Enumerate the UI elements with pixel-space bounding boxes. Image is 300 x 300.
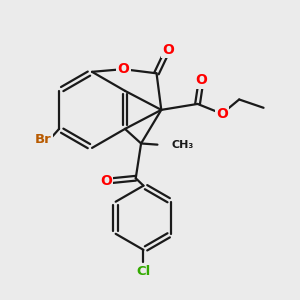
- Text: Cl: Cl: [136, 266, 151, 278]
- Text: CH₃: CH₃: [172, 140, 194, 150]
- Text: O: O: [162, 43, 174, 56]
- Text: O: O: [195, 73, 207, 87]
- Text: Br: Br: [34, 133, 51, 146]
- Text: O: O: [117, 62, 129, 76]
- Text: O: O: [100, 174, 112, 188]
- Text: O: O: [216, 107, 228, 121]
